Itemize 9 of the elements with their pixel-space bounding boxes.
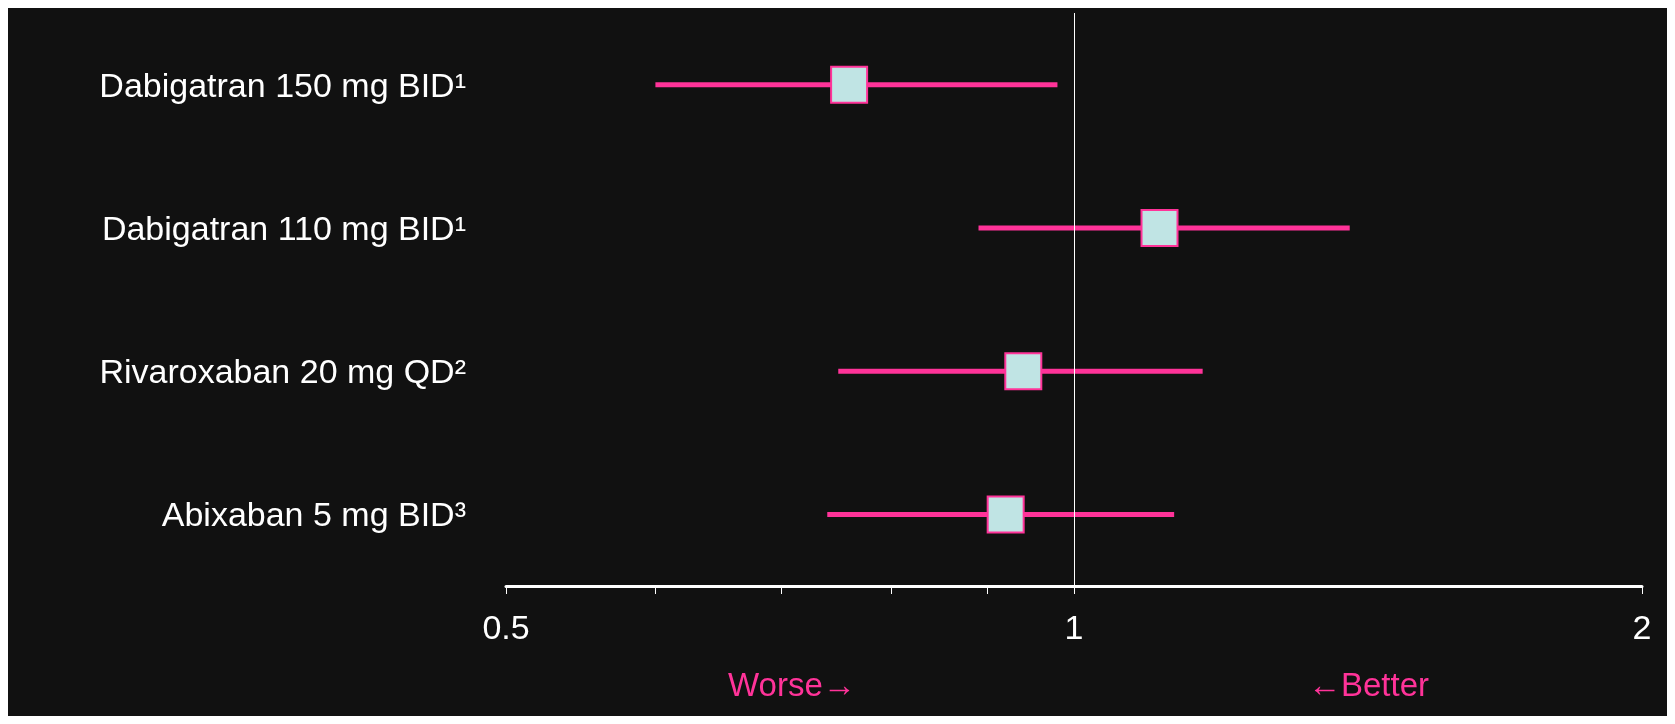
y-tick-label: Rivaroxaban 20 mg QD² (99, 352, 466, 391)
text: Worse→ (728, 666, 856, 703)
x-tick-label: 2 (1632, 608, 1652, 646)
y-tick-label: Dabigatran 110 mg BID¹ (101, 208, 466, 247)
text: ←Better (1308, 666, 1430, 703)
x-tick-label: 0.5 (482, 608, 530, 646)
y-tick-label: Abixaban 5 mg BID³ (161, 495, 466, 534)
x-tick-label: 1 (1064, 608, 1084, 646)
y-tick-label: Dabigatran 150 mg BID¹ (99, 65, 466, 104)
